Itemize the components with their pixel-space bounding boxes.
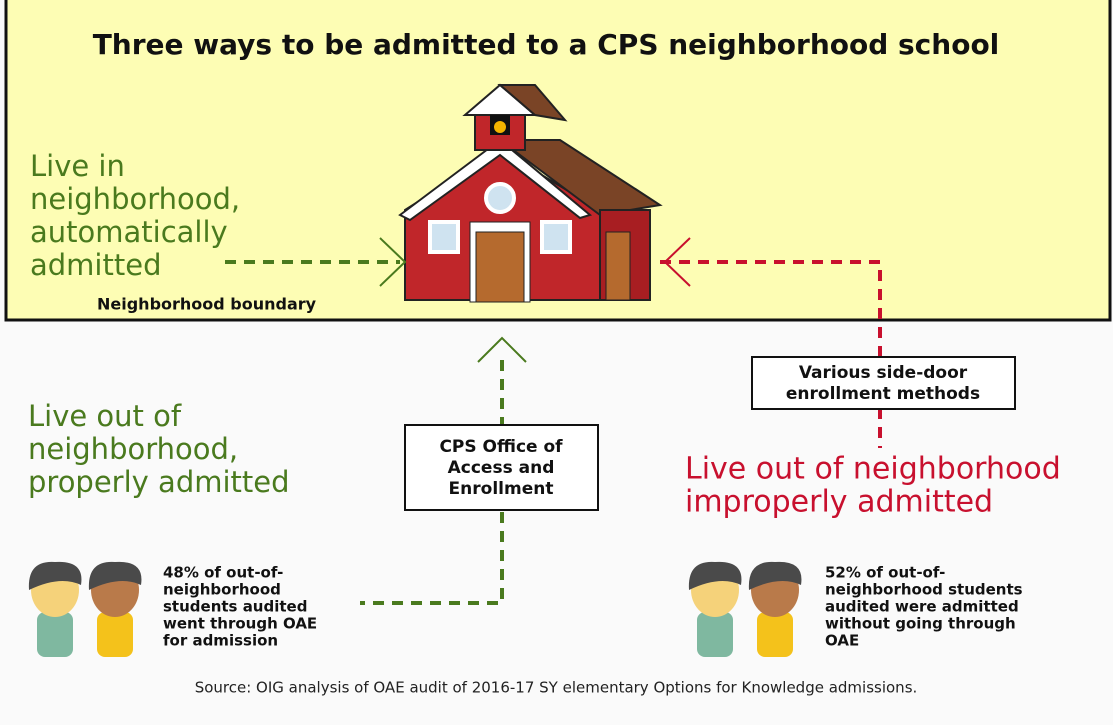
source: Source: OIG analysis of OAE audit of 201…	[195, 679, 918, 697]
boundary-label: Neighborhood boundary	[97, 295, 317, 314]
path-label: properly admitted	[28, 465, 290, 499]
note: students audited	[163, 598, 307, 616]
path-label: Live out of neighborhood	[685, 452, 1061, 487]
box-label: enrollment methods	[786, 384, 980, 404]
note: audited were admitted	[825, 598, 1019, 616]
kid-body	[757, 612, 793, 657]
note: without going through	[825, 615, 1016, 633]
note: for admission	[163, 632, 278, 650]
note: neighborhood	[163, 581, 281, 599]
kid-body	[697, 612, 733, 657]
path-label: automatically	[30, 215, 228, 249]
note: neighborhood students	[825, 581, 1023, 599]
path-label: admitted	[30, 248, 161, 282]
box-label: Enrollment	[449, 479, 554, 499]
title: Three ways to be admitted to a CPS neigh…	[93, 28, 1000, 61]
note: 52% of out-of-	[825, 564, 945, 582]
path-label: Live out of	[28, 399, 182, 433]
path-label: Live in	[30, 149, 125, 183]
path-label: improperly admitted	[685, 485, 993, 520]
note: 48% of out-of-	[163, 564, 283, 582]
path-label: neighborhood,	[28, 432, 238, 466]
note: OAE	[825, 632, 859, 650]
kid-body	[37, 612, 73, 657]
note: went through OAE	[163, 615, 317, 633]
box-label: Access and	[448, 458, 555, 478]
box-label: Various side-door	[799, 363, 968, 383]
infographic: Three ways to be admitted to a CPS neigh…	[0, 0, 1113, 725]
box-label: CPS Office of	[439, 437, 563, 457]
path-label: neighborhood,	[30, 182, 240, 216]
kid-body	[97, 612, 133, 657]
